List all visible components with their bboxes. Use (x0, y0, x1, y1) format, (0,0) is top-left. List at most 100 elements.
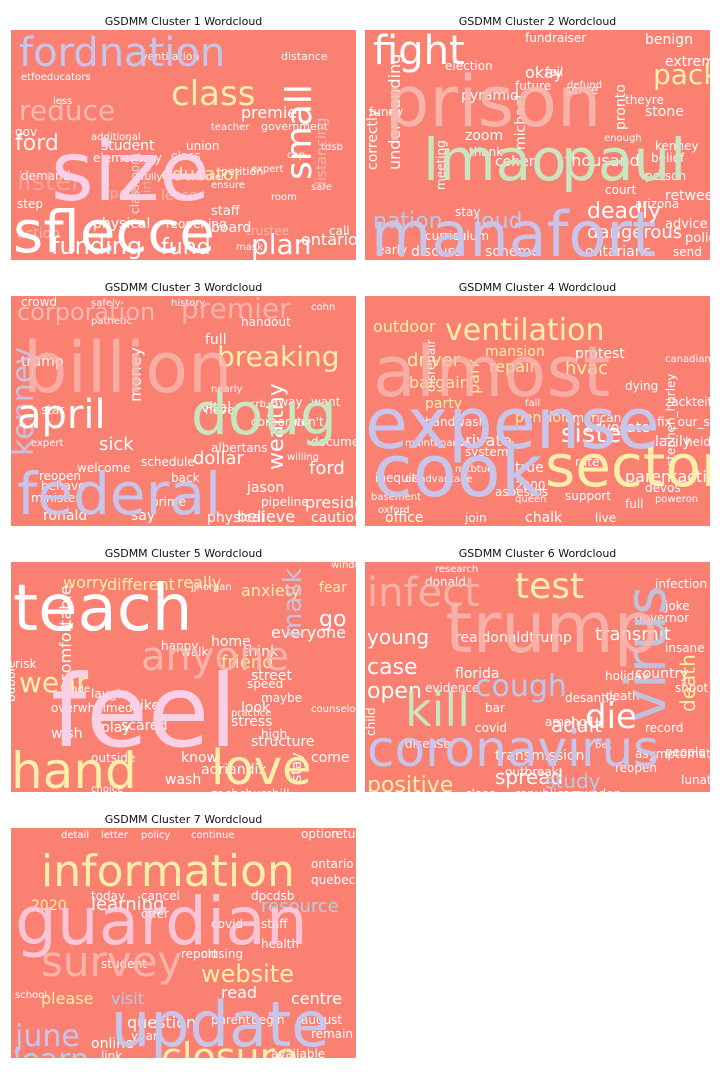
wordcloud-image: regardtransportationdetailletterpolicyco… (11, 828, 356, 1058)
wordcloud-svg: practicejjhorganhearrob_flemingchoicegra… (11, 562, 356, 792)
wordcloud-word: everyone (271, 623, 346, 642)
wordcloud-word: lecce (161, 188, 198, 204)
wordcloud-svg: teacher additional less etfoeducators mask ca… (11, 30, 356, 260)
wordcloud-word: star (41, 403, 64, 417)
wordcloud-word: dollar (193, 448, 244, 469)
wordcloud-word: extreme (665, 54, 710, 70)
wordcloud-word: virus (614, 586, 679, 722)
wordcloud-word: understanding (385, 54, 404, 170)
wordcloud-word: scheme (485, 244, 540, 260)
wordcloud-word: zoom (465, 128, 503, 144)
wordcloud-word: sflecce (13, 198, 215, 260)
wordcloud-panel-1: GSDMM Cluster 1 Wordcloud teacher additio… (11, 13, 356, 260)
wordcloud-word: close (465, 787, 496, 792)
wordcloud-word: call (329, 224, 350, 238)
wordcloud-word: street (251, 668, 292, 684)
wordcloud-word: court (605, 183, 636, 197)
wordcloud-word: republican (515, 787, 578, 792)
wordcloud-word: realdonaldtrump (455, 630, 572, 646)
wordcloud-word: virtual (140, 162, 154, 200)
wordcloud-word: die (585, 697, 637, 737)
wordcloud-word: ensure (211, 180, 245, 191)
wordcloud-word: visit (111, 989, 144, 1008)
wordcloud-word: stone (645, 104, 684, 120)
wordcloud-word: wash (165, 772, 201, 788)
wordcloud-word: reduce (19, 94, 115, 127)
wordcloud-word: election (445, 59, 493, 73)
wordcloud-word: fix_our_schools (657, 415, 710, 429)
wordcloud-background (365, 30, 710, 260)
wordcloud-word: worker (191, 172, 226, 183)
wordcloud-word: heidi_allum (685, 435, 710, 449)
wordcloud-word: loud (475, 209, 522, 234)
wordcloud-word: cancel (141, 889, 180, 903)
wordcloud-word: educator (161, 164, 242, 185)
wordcloud-word: outdoor (373, 317, 436, 336)
wordcloud-background (365, 296, 710, 526)
wordcloud-word: curriculum (425, 229, 489, 243)
wordcloud-word: step (17, 197, 43, 211)
wordcloud-word: overwhelmed (51, 701, 133, 715)
wordcloud-word: different (107, 575, 175, 594)
wordcloud-word: disease (405, 737, 451, 751)
wordcloud-word: pipeline (261, 495, 309, 509)
wordcloud-word: fully (141, 172, 162, 183)
wordcloud-image: basement mkbtuc queen disadvantage canadian f… (365, 296, 710, 526)
wordcloud-word: discuss (411, 244, 462, 260)
wordcloud-word: full (205, 332, 227, 348)
wordcloud-word: funding (51, 232, 142, 260)
wordcloud-word: student (101, 138, 155, 154)
wordcloud-word: theyre (625, 93, 664, 107)
wordcloud-word: positive (367, 773, 453, 792)
wordcloud-word: bike (131, 698, 160, 714)
wordcloud-word: gov (15, 125, 37, 139)
wordcloud-word: anxiety (241, 581, 300, 600)
wordcloud-word: child (365, 708, 378, 737)
wordcloud-word: covid (475, 721, 507, 735)
wordcloud-word: safe (311, 182, 332, 193)
wordcloud-word: reopening (166, 217, 227, 231)
wordcloud-word: room (271, 192, 297, 203)
wordcloud-word: adriandix (201, 762, 267, 778)
wordcloud-background (11, 828, 356, 1058)
wordcloud-svg: safely history cohn pathetic expert nearly crb… (11, 296, 356, 526)
panel-title: GSDMM Cluster 2 Wordcloud (458, 15, 617, 28)
wordcloud-word: class (171, 74, 255, 114)
wordcloud-word: outside (91, 751, 135, 765)
wordcloud-word: albertans (211, 441, 268, 455)
wordcloud-word: reopen (615, 761, 657, 775)
wordcloud-word: bet (595, 740, 612, 751)
wordcloud-word: today (91, 889, 125, 903)
wordcloud-word: student (101, 957, 147, 971)
wordcloud-word: available (271, 1047, 325, 1058)
wordcloud-word: april (17, 392, 106, 438)
wordcloud-word: health (261, 937, 299, 951)
wordcloud-word: friend (221, 652, 274, 673)
wordcloud-word: police (685, 231, 710, 246)
wordcloud-word: stay (455, 205, 480, 219)
wordcloud-word: physical (207, 510, 264, 526)
wordcloud-word: hand (11, 742, 137, 792)
wordcloud-word: physical (93, 216, 150, 232)
wordcloud-word: lmao (423, 126, 567, 194)
wordcloud-word: cohen (495, 154, 538, 170)
wordcloud-word: insane (665, 641, 705, 655)
wordcloud-word: history (171, 298, 205, 309)
wordcloud-word: governor (635, 611, 689, 625)
wordcloud-word: death (676, 654, 700, 712)
wordcloud-word: funny (369, 105, 403, 119)
wordcloud-word: ventilation (445, 313, 605, 348)
wordcloud-word: ontarians (585, 244, 651, 260)
wordcloud-word: offer (141, 907, 169, 921)
wordcloud-word: adult (551, 713, 602, 737)
wordcloud-word: research (435, 564, 478, 575)
wordcloud-word: cook (373, 429, 543, 513)
wordcloud-svg: defund enough meeting thank early belief send t… (365, 30, 710, 260)
wordcloud-image: safely history cohn pathetic expert nearly crb… (11, 296, 356, 526)
wordcloud-word: thousand (565, 151, 640, 170)
wordcloud-word: nation (373, 209, 443, 234)
wordcloud-word: survey (41, 937, 182, 986)
wordcloud-word: fundraiser (525, 31, 586, 45)
wordcloud-word: detail (61, 830, 89, 841)
wordcloud-word: anyone (141, 634, 289, 680)
